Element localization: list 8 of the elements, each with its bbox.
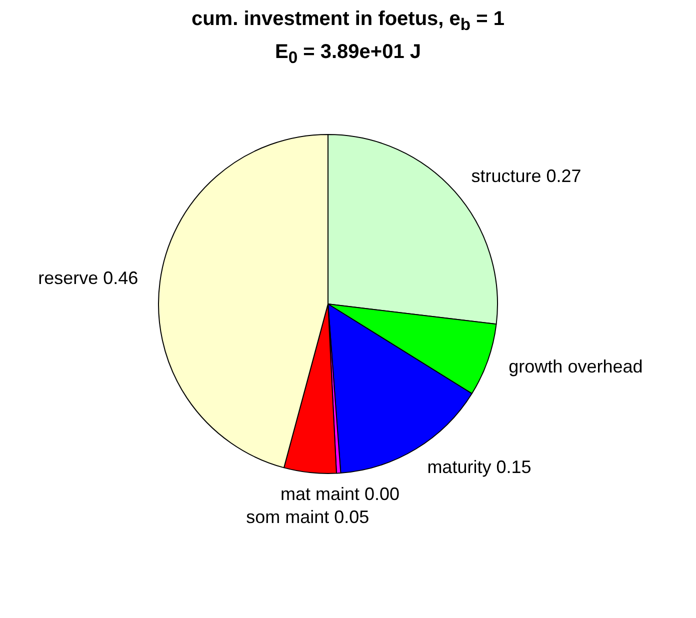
slice-label: growth overhead [508, 356, 643, 376]
slice-label: mat maint 0.00 [280, 484, 400, 504]
slice-label: maturity 0.15 [427, 456, 532, 477]
chart-subtitle: E$_{0}$ = 3.89e+01 J [274, 41, 422, 68]
slice-label: som maint 0.05 [246, 507, 370, 528]
slice-label: structure 0.27 [471, 166, 582, 186]
chart-title: cum. investment in foetus, e$_{b}$ = 1 [190, 8, 506, 35]
slice-label: reserve 0.46 [38, 268, 138, 288]
